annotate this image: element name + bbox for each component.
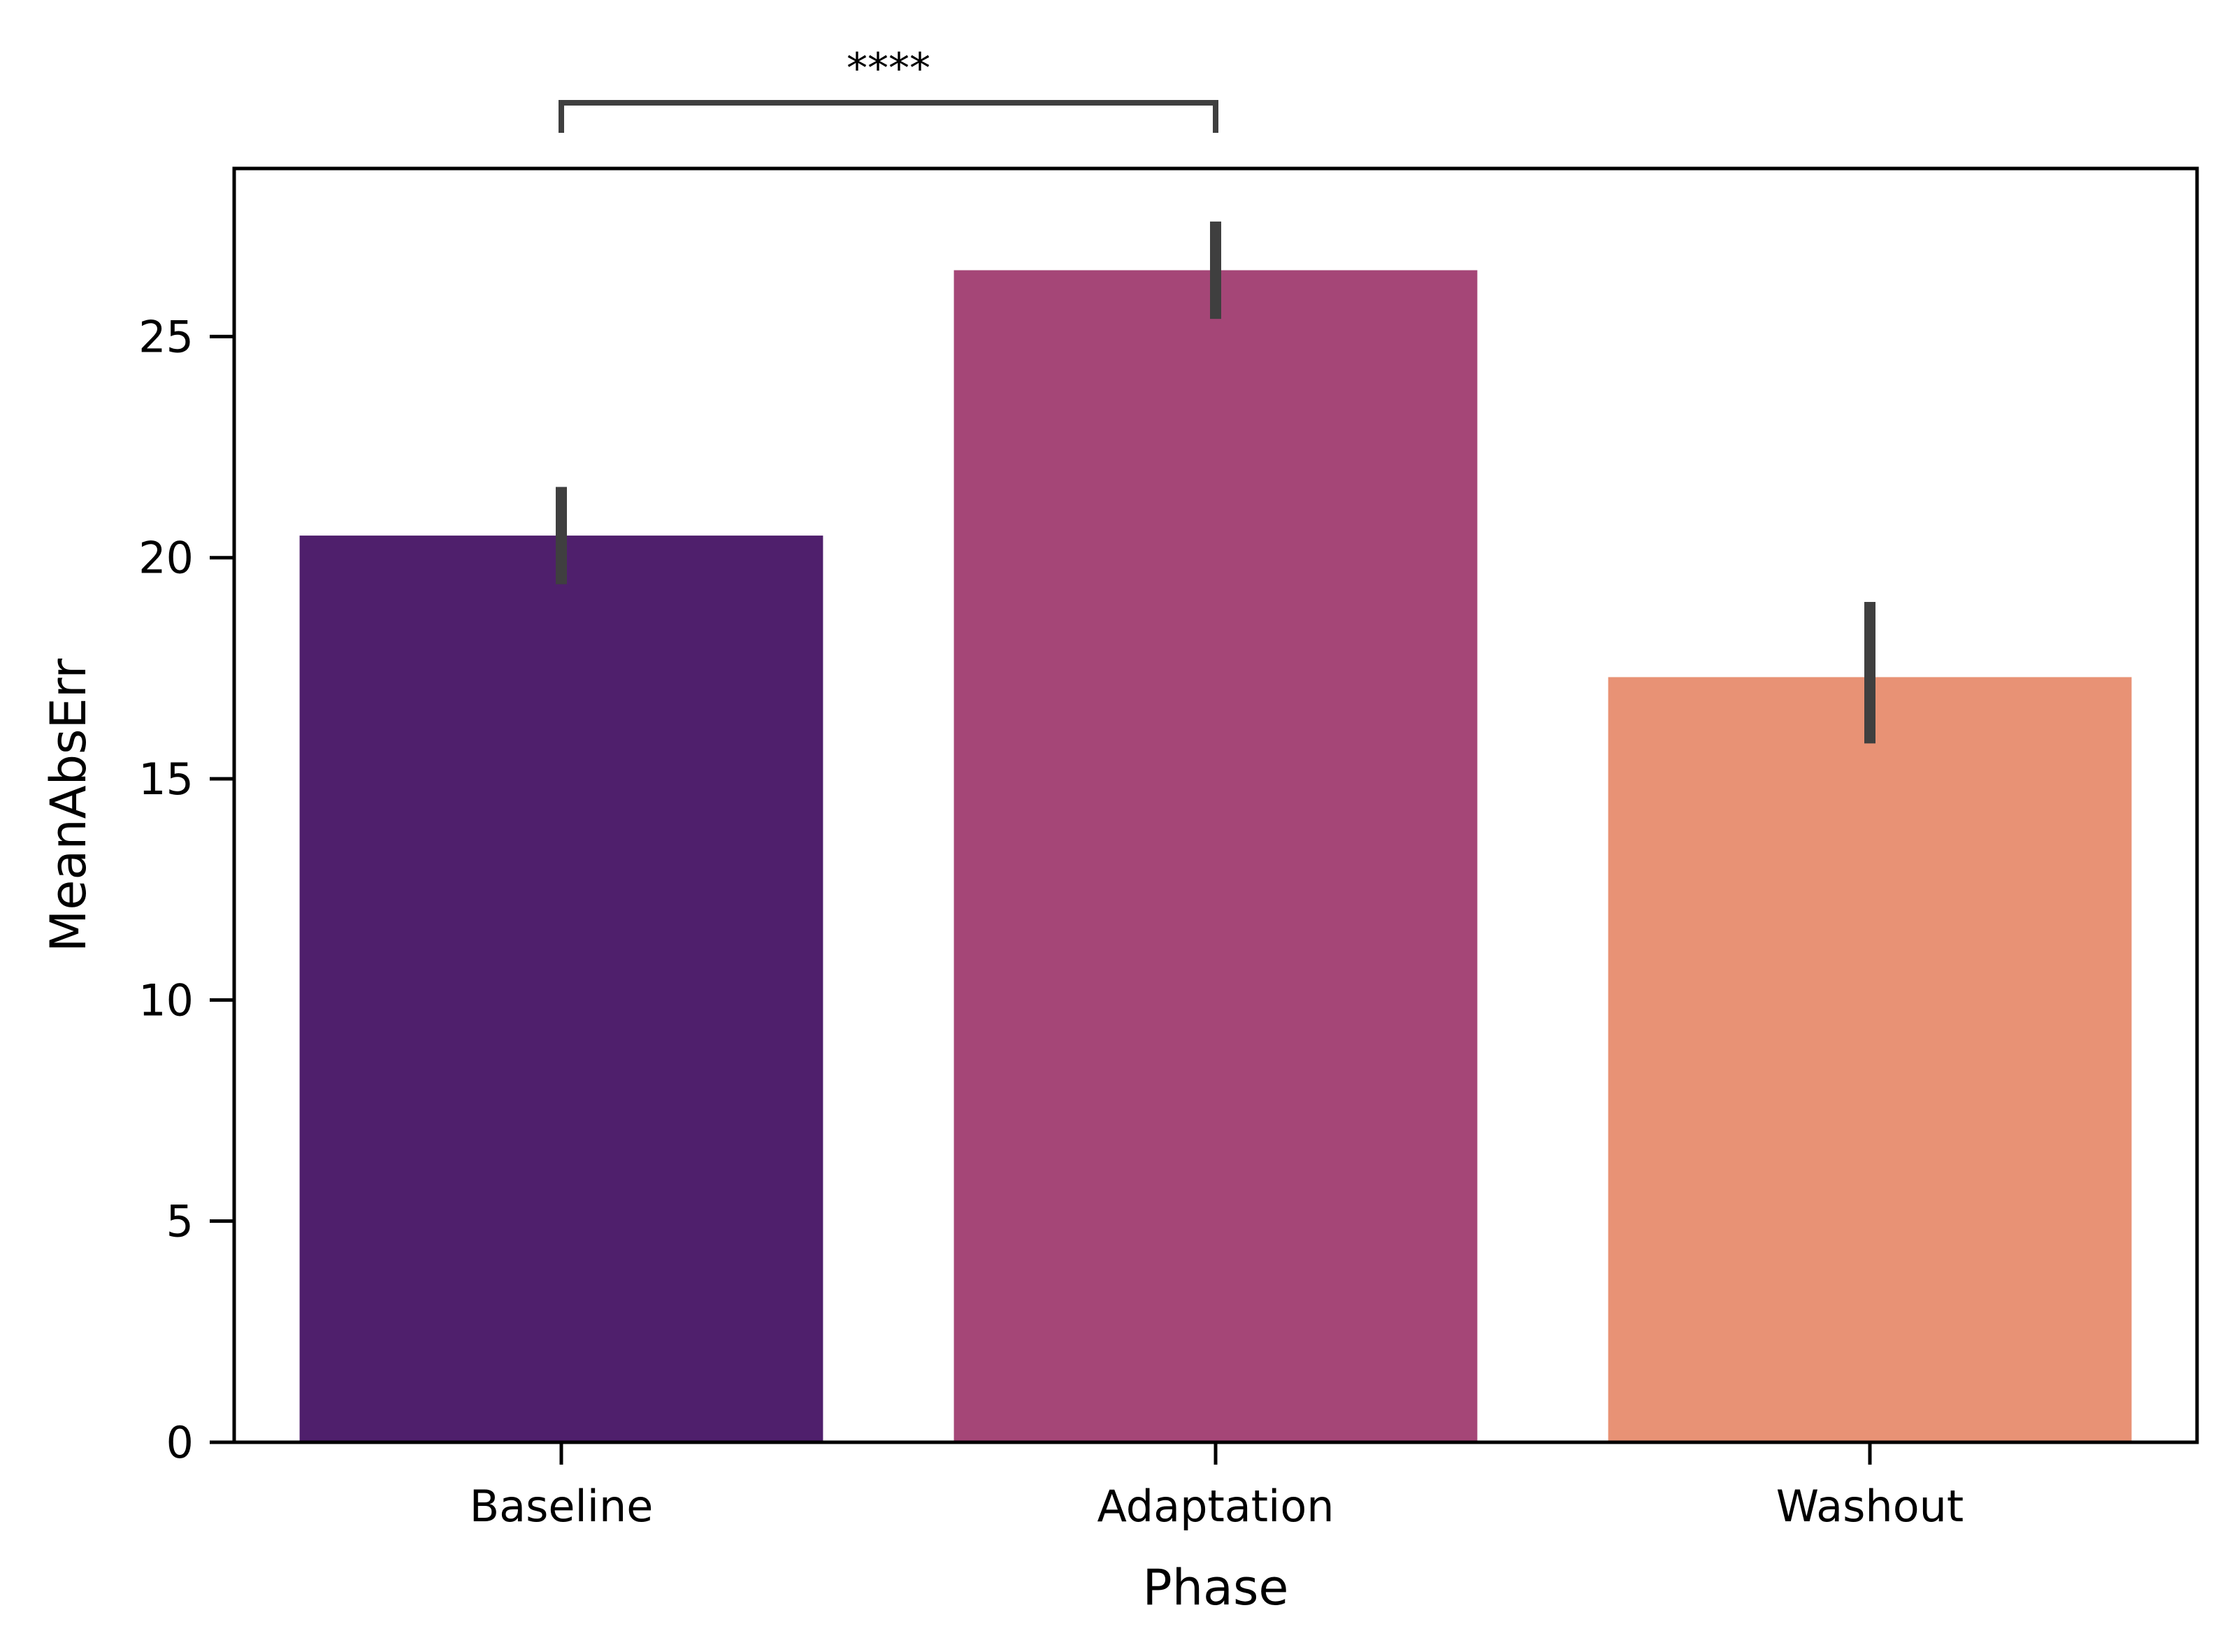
error-bars-layer [556, 221, 1875, 744]
y-axis: 0 5 10 15 20 25 [138, 311, 234, 1468]
y-tick-label: 0 [166, 1417, 194, 1468]
y-tick-label: 15 [138, 754, 194, 805]
x-tick-label: Washout [1776, 1481, 1964, 1532]
x-axis: Baseline Adaptation Washout [470, 1442, 1964, 1532]
significance-label: **** [847, 44, 930, 93]
bar-baseline [299, 536, 823, 1442]
y-tick-label: 20 [138, 533, 194, 584]
significance-bracket [559, 100, 1218, 133]
x-tick-label: Baseline [470, 1481, 654, 1532]
y-axis-title: MeanAbsErr [40, 659, 97, 952]
x-tick-label: Adaptation [1097, 1481, 1334, 1532]
significance-annotation: **** [559, 44, 1218, 133]
bars-layer [299, 270, 2132, 1443]
y-tick-label: 5 [166, 1196, 194, 1247]
y-tick-label: 25 [138, 311, 194, 362]
bar-washout [1608, 677, 2132, 1443]
x-axis-title: Phase [1142, 1559, 1288, 1616]
y-tick-label: 10 [138, 975, 194, 1026]
bar-adaptation [953, 270, 1478, 1442]
